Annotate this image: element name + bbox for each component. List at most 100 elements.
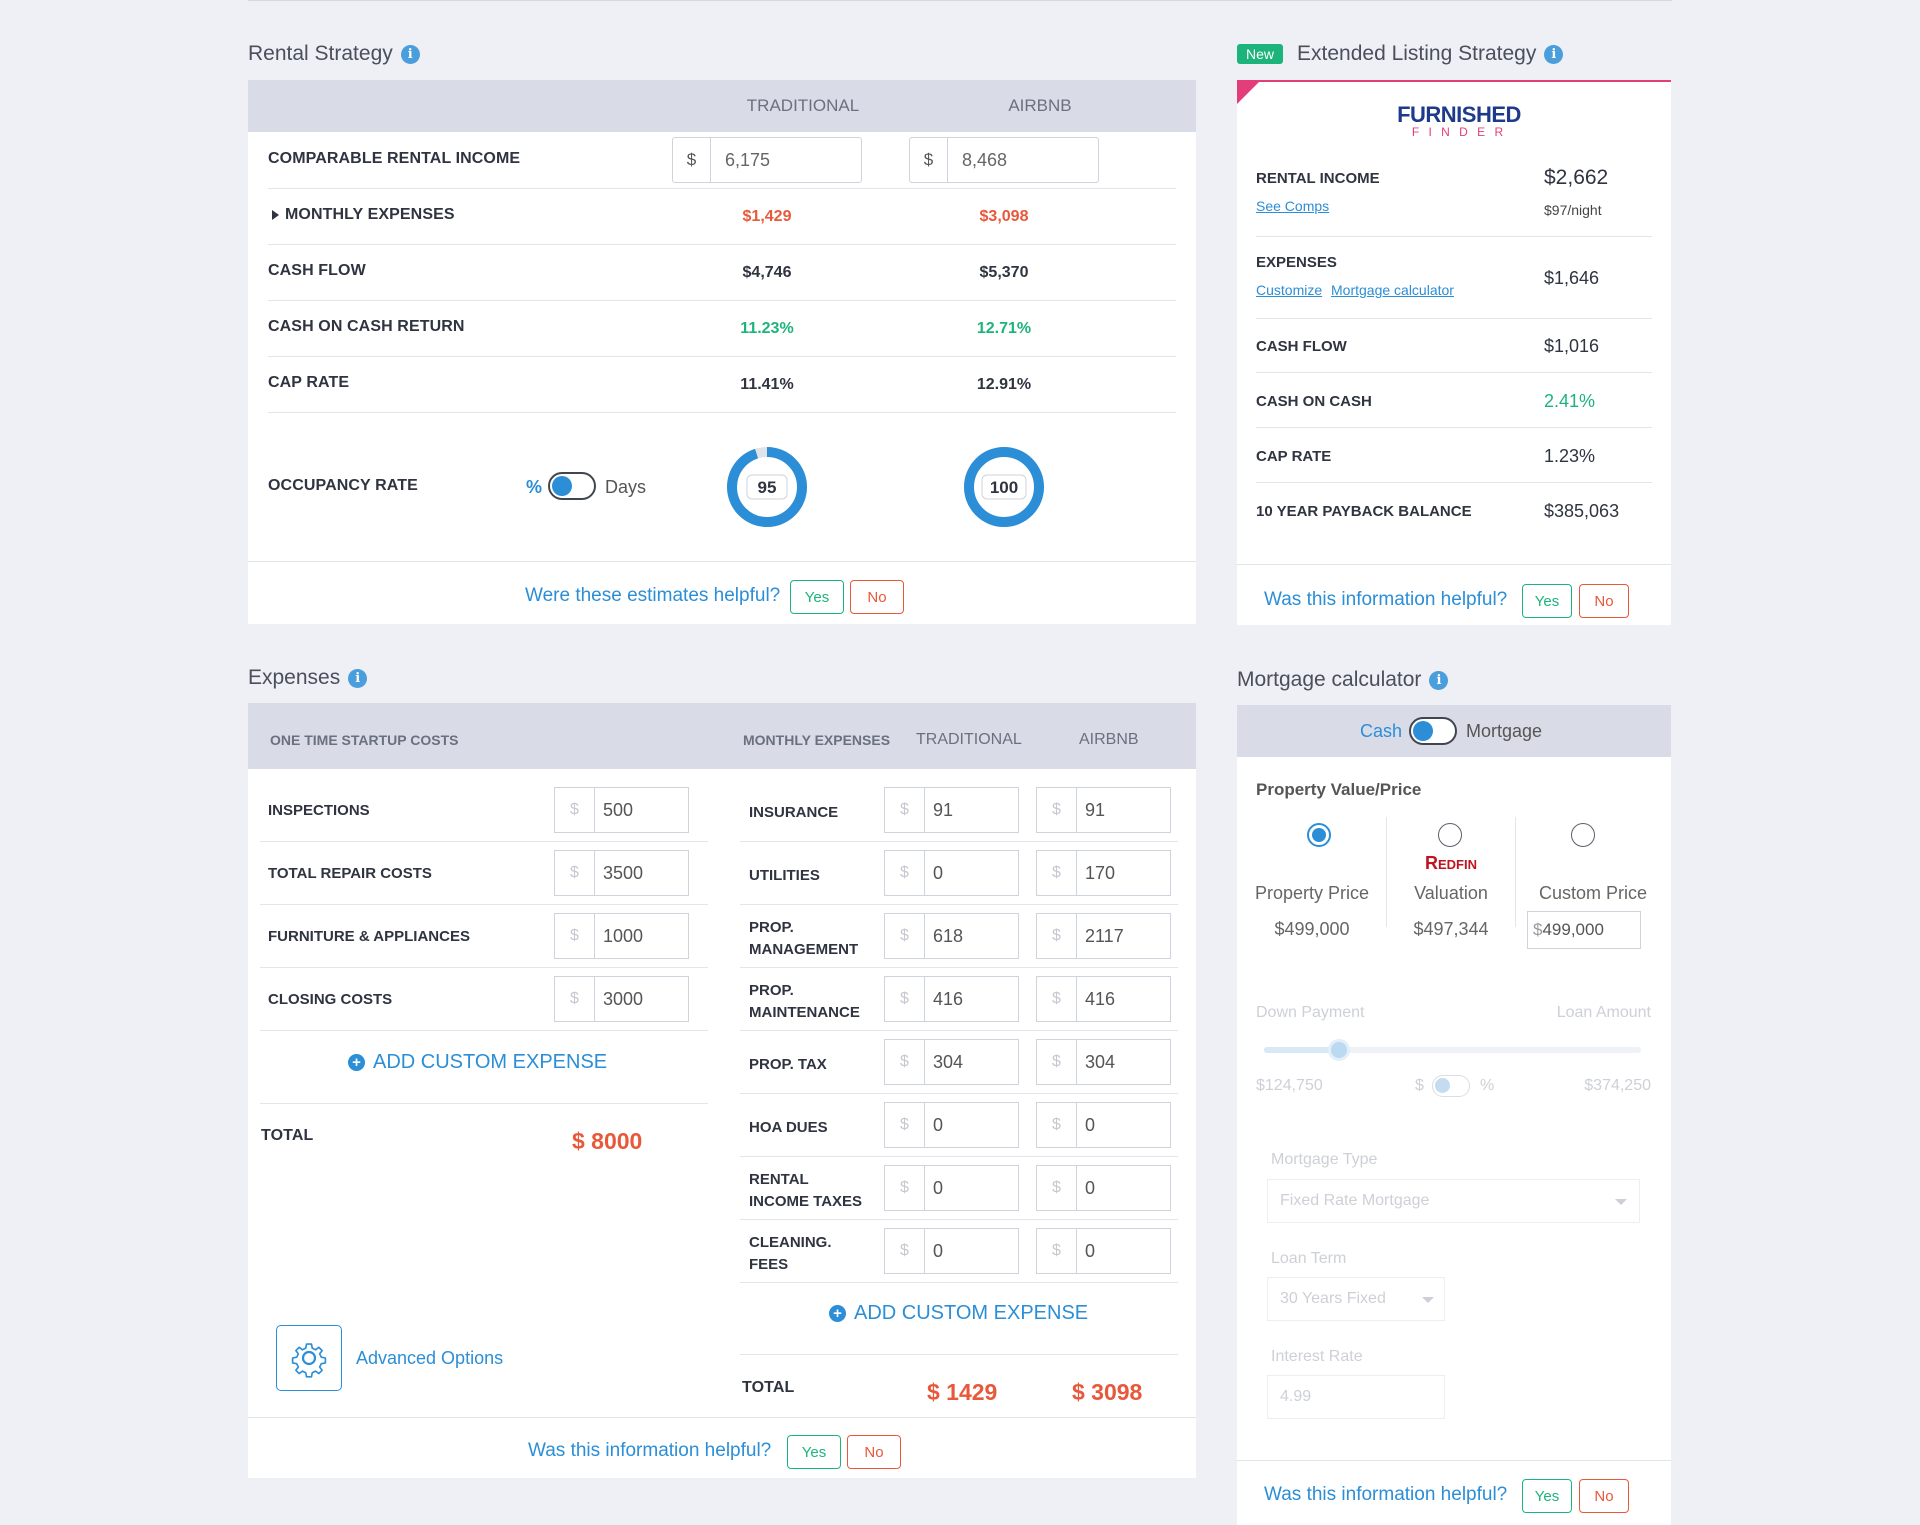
custom-price-label: Custom Price [1538, 883, 1648, 903]
cash-flow-label: CASH FLOW [268, 262, 366, 279]
percent-option[interactable]: % [1480, 1077, 1495, 1094]
comparable-rental-income-label: COMPARABLE RENTAL INCOME [268, 150, 521, 167]
mortgage-option[interactable]: Mortgage [1466, 721, 1543, 741]
yes-button[interactable]: Yes [787, 1435, 841, 1469]
airbnb-occupancy-value[interactable]: 100 [990, 478, 1018, 497]
row-divider [260, 841, 708, 842]
percent-option[interactable]: % [526, 477, 543, 497]
yes-button[interactable]: Yes [1522, 1479, 1572, 1513]
occupancy-unit-toggle[interactable] [548, 472, 596, 500]
dollar-option[interactable]: $ [1415, 1077, 1424, 1094]
traditional-expense-input[interactable]: $ 0 [884, 1165, 1019, 1211]
airbnb-monthly-expenses: $3,098 [979, 208, 1029, 225]
monthly-expense-label: PROP. MANAGEMENT [749, 917, 858, 961]
airbnb-expense-input[interactable]: $ 0 [1036, 1165, 1171, 1211]
currency-symbol: $ [885, 1166, 925, 1210]
traditional-cash-flow: $4,746 [742, 264, 792, 281]
cash-option[interactable]: Cash [1360, 721, 1403, 741]
custom-price-radio[interactable] [1571, 823, 1595, 847]
traditional-expense-input[interactable]: $ 304 [884, 1039, 1019, 1085]
cash-on-cash-value: 2.41% [1544, 391, 1596, 411]
custom-price-value: 499,000 [1542, 920, 1604, 939]
mortgage-type-select[interactable]: Fixed Rate Mortgage [1267, 1179, 1640, 1223]
advanced-options-button[interactable] [276, 1325, 342, 1391]
interest-rate-input[interactable]: 4.99 [1267, 1375, 1445, 1419]
currency-symbol: $ [885, 1103, 925, 1147]
info-icon[interactable]: i [1544, 44, 1564, 64]
airbnb-expense-input[interactable]: $ 170 [1036, 850, 1171, 896]
info-icon[interactable]: i [348, 668, 368, 688]
plus-icon: + [829, 1305, 846, 1322]
days-option[interactable]: Days [605, 477, 647, 497]
loan-term-select[interactable]: 30 Years Fixed [1267, 1277, 1445, 1321]
info-icon[interactable]: i [400, 44, 420, 64]
add-monthly-expense-button[interactable]: + ADD CUSTOM EXPENSE [829, 1302, 1088, 1325]
no-button[interactable]: No [1579, 584, 1629, 618]
currency-symbol: $ [1037, 1040, 1077, 1084]
airbnb-expense-input[interactable]: $ 0 [1036, 1102, 1171, 1148]
custom-price-input[interactable]: $ 499,000 [1527, 911, 1641, 949]
donut-value-box [746, 474, 788, 500]
traditional-cap-rate: 11.41% [740, 376, 794, 393]
see-comps-link[interactable]: See Comps [1256, 198, 1330, 214]
currency-symbol: $ [1037, 914, 1077, 958]
startup-cost-input[interactable]: $ 500 [554, 787, 689, 833]
yes-button[interactable]: Yes [790, 580, 844, 614]
airbnb-expense-input[interactable]: $ 0 [1036, 1228, 1171, 1274]
airbnb-expense-input[interactable]: $ 304 [1036, 1039, 1171, 1085]
traditional-expense-input[interactable]: $ 0 [884, 1228, 1019, 1274]
mortgage-calculator-link[interactable]: Mortgage calculator [1331, 282, 1454, 298]
customize-link[interactable]: Customize [1256, 282, 1323, 298]
row-divider [740, 1093, 1178, 1094]
add-startup-expense-button[interactable]: + ADD CUSTOM EXPENSE [348, 1051, 607, 1074]
traditional-income-input[interactable]: $ 6,175 [672, 137, 862, 183]
airbnb-income-input[interactable]: $ 8,468 [909, 137, 1099, 183]
startup-cost-input[interactable]: $ 3500 [554, 850, 689, 896]
expenses-title-text: Expenses [248, 666, 341, 689]
valuation-radio[interactable] [1438, 823, 1462, 847]
loan-amount-value: $374,250 [1584, 1077, 1651, 1094]
traditional-expense-input[interactable]: $ 0 [884, 850, 1019, 896]
no-button[interactable]: No [1579, 1479, 1629, 1513]
expenses-header: ONE TIME STARTUP COSTS MONTHLY EXPENSES … [248, 703, 1196, 769]
dollar-percent-toggle[interactable] [1432, 1075, 1470, 1097]
airbnb-expense-input[interactable]: $ 416 [1036, 976, 1171, 1022]
cash-mortgage-toggle[interactable] [1409, 717, 1457, 745]
traditional-occupancy-value[interactable]: 95 [758, 478, 777, 497]
monthly-expense-label-line1: RENTAL [749, 1171, 809, 1188]
traditional-expense-input[interactable]: $ 0 [884, 1102, 1019, 1148]
advanced-options-link[interactable]: Advanced Options [356, 1348, 504, 1368]
info-icon[interactable]: i [1429, 670, 1449, 690]
airbnb-expense-input[interactable]: $ 2117 [1036, 913, 1171, 959]
startup-cost-input[interactable]: $ 1000 [554, 913, 689, 959]
currency-symbol: $ [1037, 977, 1077, 1021]
airbnb-cash-flow: $5,370 [979, 264, 1029, 281]
traditional-expense-input[interactable]: $ 91 [884, 787, 1019, 833]
slider-handle[interactable] [1328, 1039, 1351, 1061]
footer-divider [248, 1417, 1196, 1418]
yes-button[interactable]: Yes [1522, 584, 1572, 618]
currency-symbol: $ [1037, 1166, 1077, 1210]
airbnb-occupancy-donut: 100 [964, 447, 1044, 527]
no-button[interactable]: No [850, 580, 904, 614]
monthly-expense-label-line1: HOA DUES [749, 1119, 828, 1136]
startup-cost-value: 500 [603, 799, 634, 820]
monthly-total-airbnb: $ 3098 [1072, 1379, 1143, 1405]
traditional-expense-input[interactable]: $ 416 [884, 976, 1019, 1022]
down-payment-slider[interactable] [1264, 1039, 1641, 1061]
monthly-expense-label: RENTAL INCOME TAXES [749, 1169, 862, 1213]
row-divider [740, 1030, 1178, 1031]
expenses-title: Expenses i [248, 666, 368, 690]
startup-cost-input[interactable]: $ 3000 [554, 976, 689, 1022]
property-price-radio[interactable] [1307, 823, 1331, 847]
interest-rate-value: 4.99 [1280, 1388, 1312, 1405]
traditional-expense-input[interactable]: $ 618 [884, 913, 1019, 959]
airbnb-expense-value: 0 [1085, 1240, 1096, 1261]
traditional-expense-value: 91 [933, 799, 954, 820]
corner-ribbon [1237, 82, 1259, 104]
startup-costs-header: ONE TIME STARTUP COSTS [270, 732, 459, 748]
airbnb-expense-input[interactable]: $ 91 [1036, 787, 1171, 833]
no-button[interactable]: No [847, 1435, 901, 1469]
monthly-expenses-toggle[interactable]: MONTHLY EXPENSES [272, 206, 455, 224]
row-divider [740, 1282, 1178, 1283]
